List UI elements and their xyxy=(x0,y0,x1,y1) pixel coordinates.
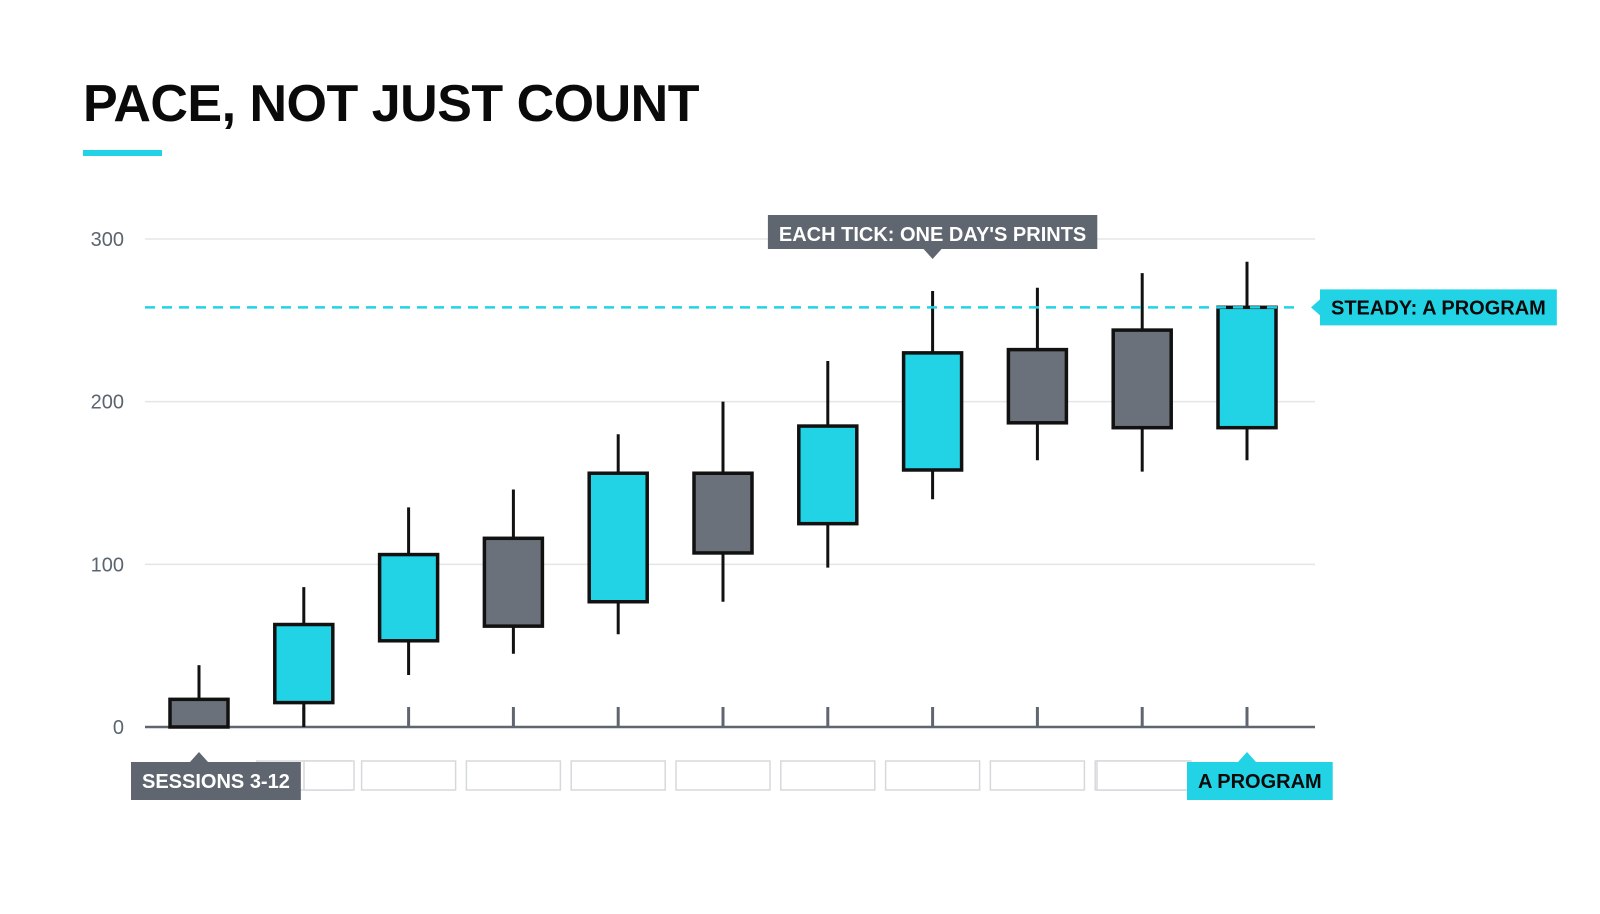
label-sessions-text: SESSIONS 3-12 xyxy=(142,771,290,793)
candle xyxy=(692,401,754,602)
x-category-slot xyxy=(570,760,666,791)
x-category-slot xyxy=(780,760,876,791)
candle-body xyxy=(168,697,230,729)
candle-body xyxy=(901,351,964,472)
candle xyxy=(1111,273,1173,472)
x-category-slot xyxy=(465,760,562,791)
y-tick-label: 200 xyxy=(91,392,124,414)
callout-each-tick-label: EACH TICK: ONE DAY'S PRINTS xyxy=(779,224,1086,246)
y-tick-label: 100 xyxy=(91,554,124,576)
callout-each-tick-box xyxy=(767,215,1098,259)
candle xyxy=(168,665,230,729)
candle xyxy=(482,489,545,654)
candle xyxy=(377,507,440,675)
x-category-slot xyxy=(303,760,355,791)
x-category-slot xyxy=(989,760,1086,791)
x-category-slot xyxy=(675,760,771,791)
callout-steady-box xyxy=(1311,289,1557,326)
candle-body xyxy=(692,471,754,555)
title-underline xyxy=(83,150,162,156)
callout-steady: STEADY: A PROGRAM xyxy=(1311,289,1557,326)
y-tick-label: 0 xyxy=(113,717,124,739)
candle-body xyxy=(273,622,335,705)
candle xyxy=(1006,287,1069,461)
candle xyxy=(587,434,649,635)
label-sessions-box xyxy=(131,752,301,800)
page-title: PACE, NOT JUST COUNT xyxy=(83,75,699,133)
callout-each-tick: EACH TICK: ONE DAY'S PRINTS xyxy=(767,215,1098,259)
candle-body xyxy=(482,536,545,628)
candle xyxy=(797,361,859,568)
callout-steady-label: STEADY: A PROGRAM xyxy=(1331,297,1546,319)
candle-body xyxy=(797,424,859,526)
candle-body xyxy=(1216,305,1278,430)
label-program-box xyxy=(1187,752,1333,800)
label-sessions: SESSIONS 3-12 xyxy=(131,752,301,800)
x-category-slot xyxy=(360,760,457,791)
candle-body xyxy=(587,471,649,604)
y-tick-label: 300 xyxy=(91,229,124,251)
label-program: A PROGRAM xyxy=(1187,752,1333,800)
candle xyxy=(273,587,335,727)
candle-body xyxy=(377,552,440,643)
x-category-slot xyxy=(1096,760,1192,791)
candle-body xyxy=(1006,347,1069,425)
label-program-text: A PROGRAM xyxy=(1198,771,1322,793)
candle xyxy=(901,291,964,500)
x-category-slot xyxy=(884,760,981,791)
candle xyxy=(1216,261,1278,461)
candle-body xyxy=(1111,328,1173,430)
